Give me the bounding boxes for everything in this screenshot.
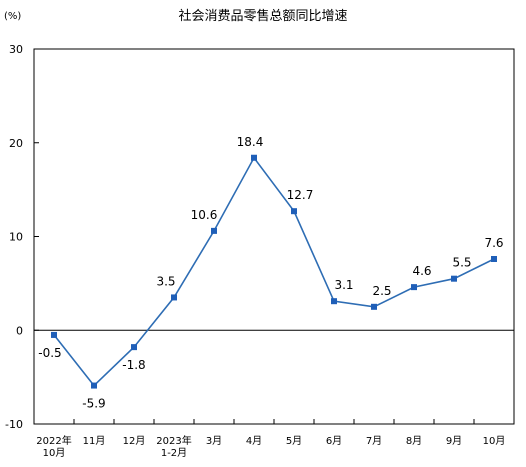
data-point-marker	[371, 303, 377, 310]
data-point-marker	[491, 256, 497, 262]
y-tick-label: 30	[9, 43, 23, 56]
plot-frame	[33, 48, 515, 425]
data-point-marker	[331, 298, 337, 305]
data-label: -0.5	[38, 346, 61, 360]
series-line	[51, 154, 497, 389]
y-tick-label: -10	[5, 418, 23, 431]
data-label: 7.6	[484, 236, 503, 250]
data-point-marker	[411, 284, 417, 291]
data-labels: -0.5 -5.9 -1.8 3.5 10.6 18.4 12.7 3.1 2.5 4.6 5.5 7…	[38, 135, 503, 411]
data-point-marker	[51, 331, 57, 338]
x-tick-label: 2023年	[156, 434, 191, 447]
data-label: 18.4	[237, 135, 264, 149]
data-point-marker	[291, 208, 297, 215]
x-tick-label: 2022年	[36, 434, 71, 447]
data-point-marker	[131, 344, 137, 351]
data-label: -1.8	[122, 358, 145, 372]
data-point-marker	[251, 154, 257, 161]
data-label: 3.5	[156, 274, 175, 288]
data-label: 4.6	[412, 264, 431, 278]
x-tick-label: 1-2月	[161, 447, 187, 459]
data-label: 5.5	[452, 256, 471, 270]
x-tick-label: 10月	[483, 435, 506, 447]
data-label: -5.9	[82, 397, 105, 411]
y-axis-unit-label: (%)	[4, 11, 21, 22]
data-label: 2.5	[372, 284, 391, 298]
data-point-marker	[91, 382, 97, 389]
x-tick-label: 3月	[206, 435, 222, 447]
x-tick-label: 5月	[286, 435, 302, 447]
x-tick-label: 10月	[43, 447, 66, 459]
data-label: 3.1	[334, 278, 353, 292]
y-tick-label: 0	[16, 324, 23, 337]
x-tick-label: 4月	[246, 435, 262, 447]
x-tick-label: 6月	[326, 435, 342, 447]
chart-title: 社会消费品零售总额同比增速	[178, 8, 347, 24]
data-point-marker	[171, 294, 177, 301]
x-tick-label: 9月	[446, 435, 462, 447]
data-point-marker	[451, 275, 457, 282]
y-tick-label: 20	[9, 137, 23, 150]
series-polyline	[53, 156, 495, 387]
data-label: 10.6	[191, 208, 218, 222]
y-tick-label: 10	[9, 231, 23, 244]
x-tick-label: 8月	[406, 435, 422, 447]
x-tick-label: 7月	[366, 435, 382, 447]
x-tick-label: 12月	[123, 435, 146, 447]
data-label: 12.7	[287, 188, 314, 202]
x-tick-label: 11月	[83, 435, 106, 447]
data-point-marker	[211, 227, 217, 234]
